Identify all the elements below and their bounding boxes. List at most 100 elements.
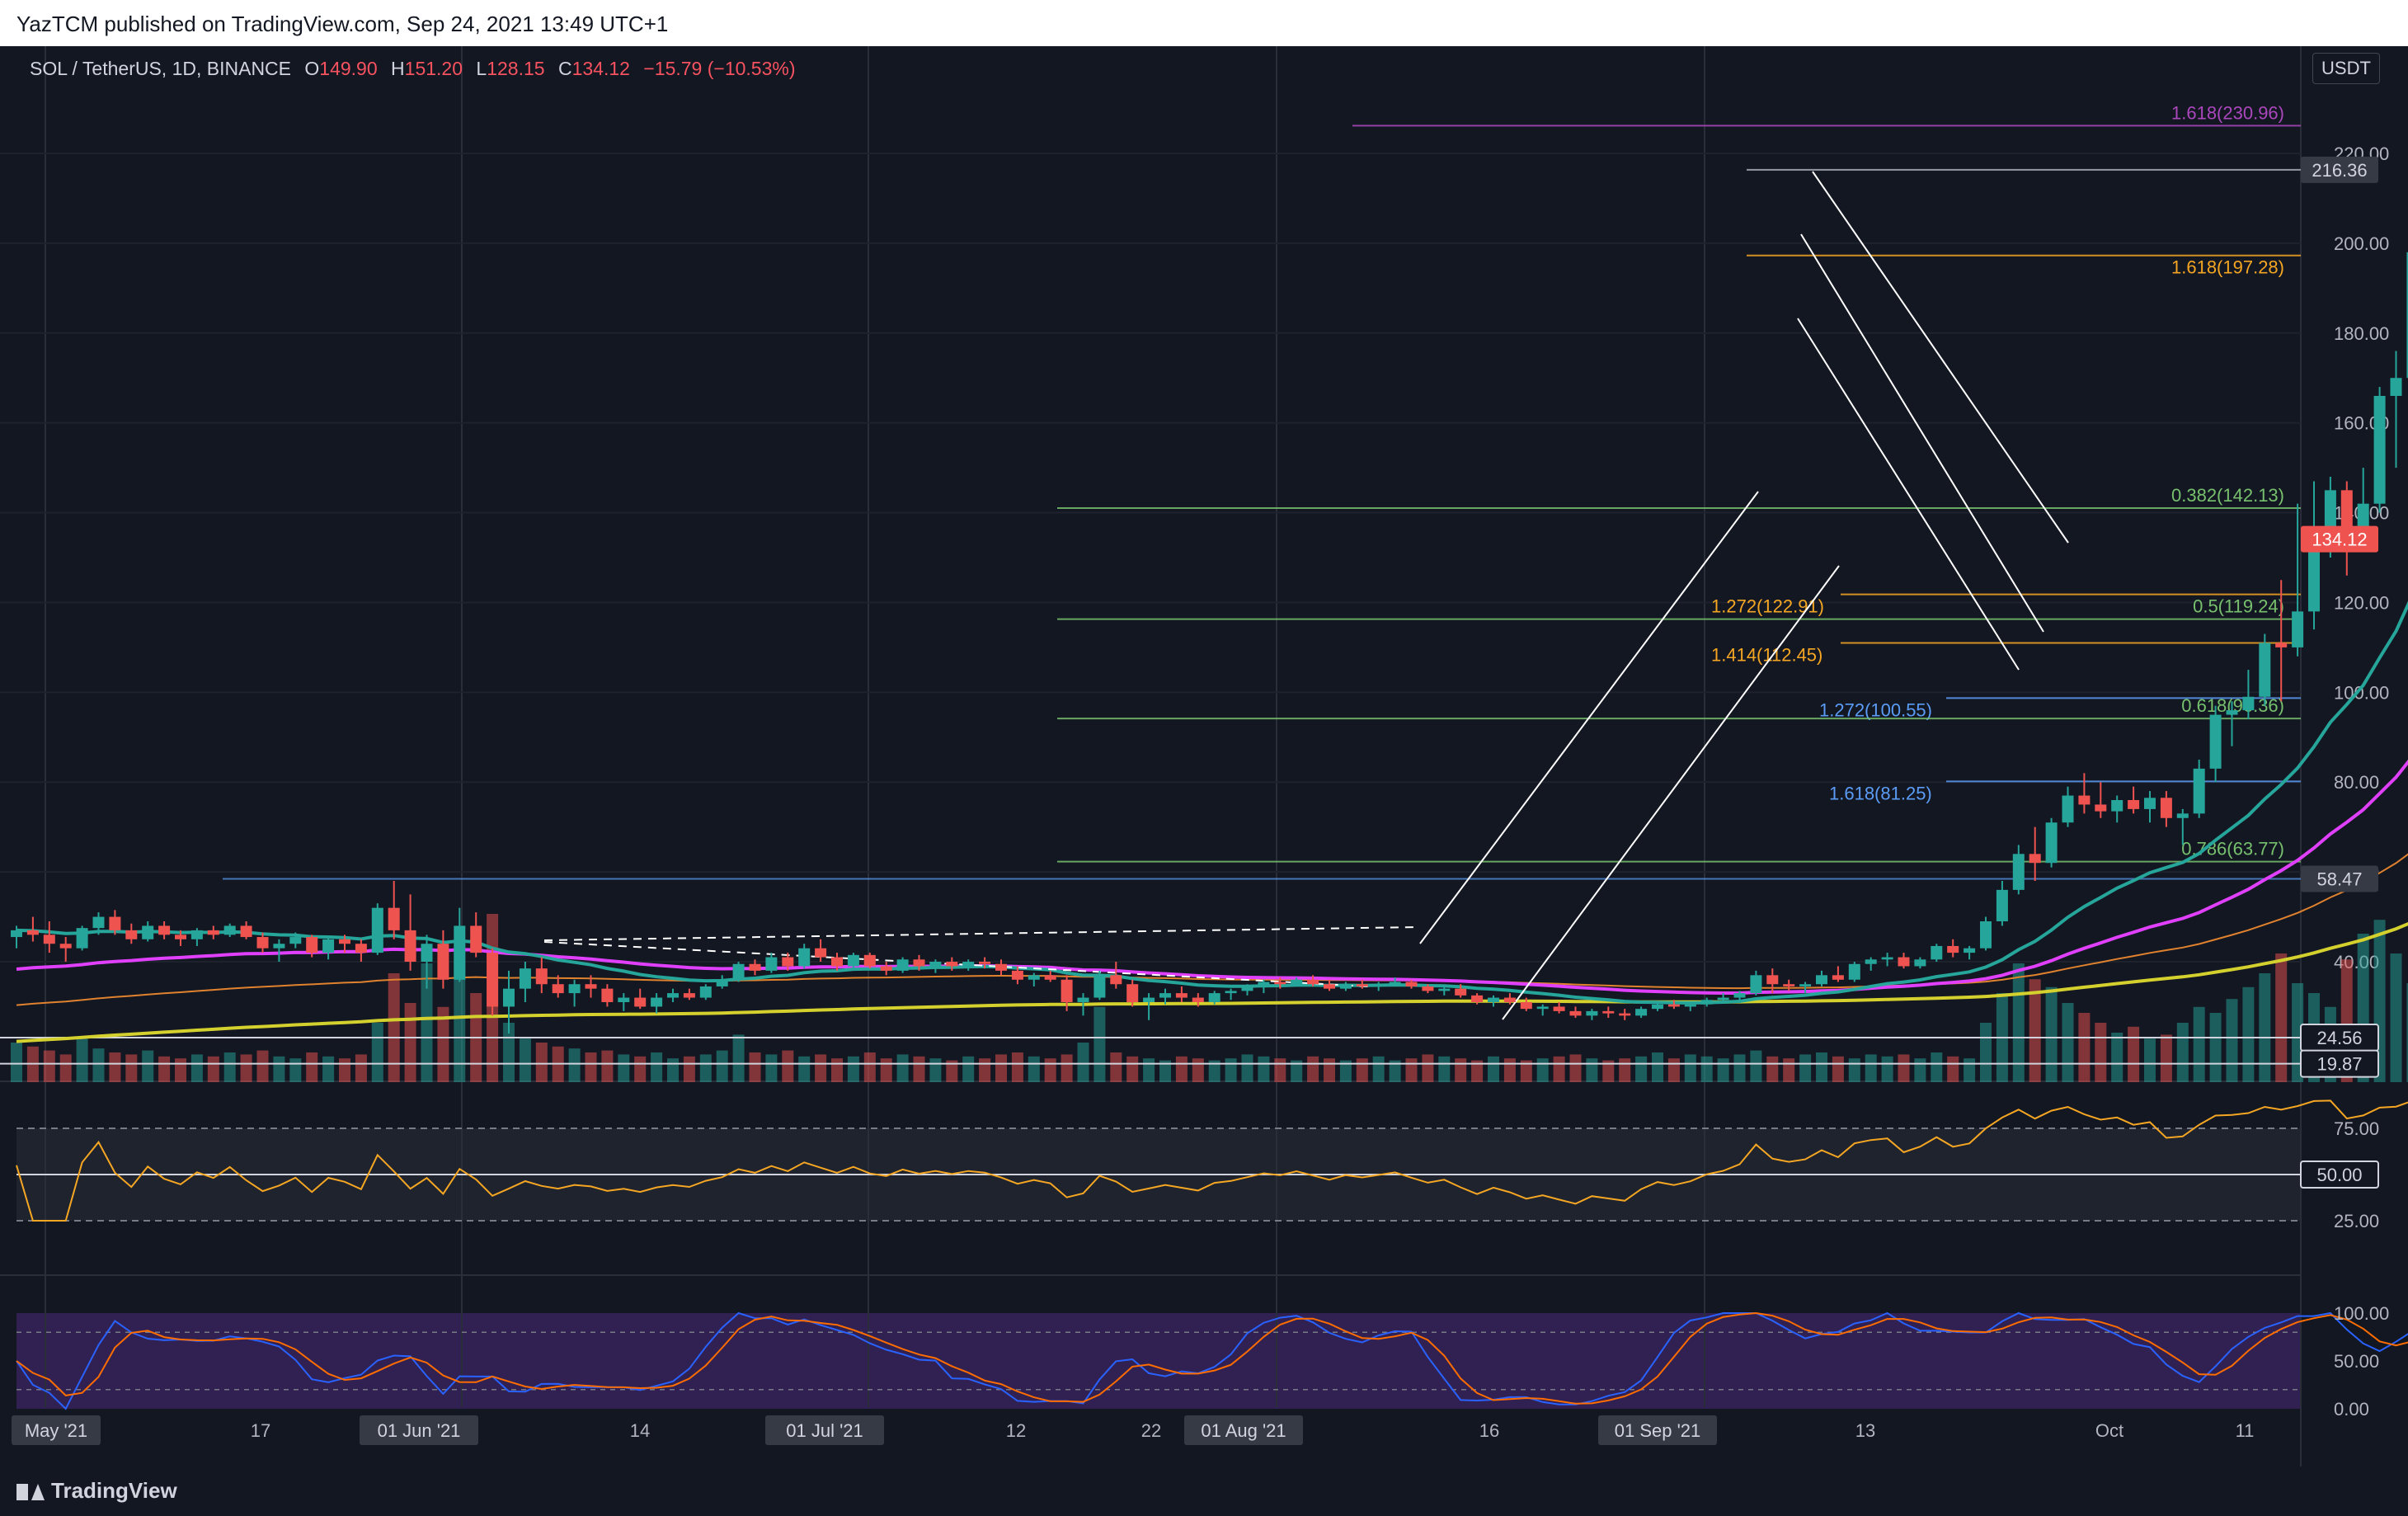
tradingview-mark-icon — [16, 1484, 45, 1501]
candle-body — [815, 948, 827, 958]
candle-body — [782, 957, 794, 967]
low-label: L — [476, 58, 487, 79]
high-label: H — [391, 58, 405, 79]
candle-body — [2209, 714, 2222, 769]
chart-area[interactable]: 220.00200.00180.00160.00140.00120.00100.… — [0, 46, 2408, 1467]
volume-bar — [568, 1048, 581, 1082]
volume-bar — [1799, 1054, 1812, 1082]
time-axis-label: 16 — [1479, 1420, 1499, 1441]
candle-body — [1175, 993, 1188, 998]
rsi-value-label: 50.00 — [2316, 1165, 2362, 1185]
candle-body — [1881, 957, 1893, 960]
time-axis-label: May '21 — [25, 1420, 87, 1441]
volume-bar — [1766, 1056, 1779, 1082]
candle-body — [158, 925, 171, 935]
candle-body — [913, 959, 925, 967]
candle-body — [1455, 988, 1467, 996]
volume-bar — [913, 1056, 925, 1082]
volume-bar — [322, 1056, 335, 1082]
candle-body — [1996, 889, 2008, 921]
candle-body — [831, 957, 843, 967]
volume-bar — [2078, 1013, 2091, 1082]
candle-body — [634, 997, 647, 1007]
candle-body — [2406, 252, 2408, 379]
candle-body — [109, 916, 121, 930]
volume-bar — [1750, 1050, 1762, 1082]
candle-body — [322, 939, 335, 953]
candle-body — [2292, 611, 2304, 647]
candle-body — [371, 907, 383, 953]
candle-body — [552, 984, 564, 994]
volume-bar — [1405, 1058, 1418, 1082]
candle-body — [470, 925, 482, 953]
candle-body — [1077, 997, 1089, 1002]
candle-body — [1586, 1010, 1598, 1016]
footer: TradingView — [0, 1467, 2408, 1516]
candle-body — [1488, 997, 1499, 1002]
support-dashed — [543, 926, 1419, 941]
candle-body — [535, 968, 548, 985]
volume-bar — [1503, 1058, 1516, 1082]
volume-bar — [175, 1058, 186, 1082]
volume-bar — [1914, 1058, 1926, 1082]
volume-bar — [1931, 1052, 1943, 1082]
volume-bar — [1389, 1060, 1401, 1082]
candle-body — [1816, 975, 1827, 985]
candle-body — [1684, 1004, 1696, 1007]
candle-body — [1307, 979, 1319, 985]
volume-bar — [1520, 1060, 1532, 1082]
candle-body — [1143, 997, 1155, 1002]
volume-bar — [1274, 1058, 1286, 1082]
volume-bar — [962, 1056, 975, 1082]
candle-body — [355, 944, 367, 953]
volume-bar — [1372, 1056, 1385, 1082]
volume-bar — [92, 1048, 105, 1082]
trend-channel-lower — [1502, 565, 1840, 1020]
candle-body — [503, 988, 515, 1007]
candle-body — [190, 930, 203, 939]
tradingview-logo[interactable]: TradingView — [16, 1478, 177, 1504]
volume-bar — [1356, 1058, 1368, 1082]
time-axis-label: 14 — [630, 1420, 650, 1441]
candle-body — [749, 963, 761, 971]
volume-bar — [863, 1052, 876, 1082]
volume-bar — [1126, 1056, 1139, 1082]
candle-body — [43, 935, 55, 944]
candle-body — [289, 937, 302, 944]
candle-body — [2226, 710, 2238, 715]
candle-body — [2062, 795, 2074, 823]
chart-svg[interactable]: 220.00200.00180.00160.00140.00120.00100.… — [0, 46, 2408, 1467]
time-axis-label: 01 Jun '21 — [378, 1420, 461, 1441]
candle-body — [175, 935, 186, 939]
volume-bar — [2275, 953, 2288, 1082]
candle-body — [1372, 984, 1385, 986]
candle-body — [683, 993, 695, 998]
candle-body — [2160, 798, 2172, 818]
volume-bar — [2259, 973, 2271, 1082]
fib-level-label: 0.382(142.13) — [2171, 485, 2284, 506]
candle-body — [2029, 854, 2041, 864]
volume-bar — [2144, 1038, 2156, 1082]
candle-body — [1028, 975, 1040, 980]
volume-bar — [2242, 986, 2255, 1082]
volume-bar — [1077, 1043, 1089, 1082]
volume-bar — [404, 1003, 416, 1082]
candle-body — [1914, 959, 1926, 967]
volume-bar — [1717, 1058, 1729, 1082]
candle-body — [1241, 986, 1253, 991]
fib-level-label: 1.272(122.91) — [1711, 596, 1824, 617]
time-axis-label: 22 — [1141, 1420, 1161, 1441]
candle-body — [256, 937, 269, 949]
candle-body — [2128, 800, 2140, 809]
candle-body — [207, 930, 219, 935]
price-tag-label: 19.87 — [2316, 1054, 2362, 1075]
candle-body — [1291, 979, 1303, 985]
currency-button[interactable]: USDT — [2312, 53, 2380, 84]
candle-body — [1750, 975, 1762, 994]
price-tick-label: 80.00 — [2334, 772, 2379, 793]
candle-body — [1520, 1002, 1532, 1010]
price-tick-label: 180.00 — [2334, 323, 2389, 344]
candle-body — [1602, 1010, 1615, 1014]
candle-body — [2390, 378, 2402, 396]
volume-bar — [1438, 1056, 1451, 1082]
